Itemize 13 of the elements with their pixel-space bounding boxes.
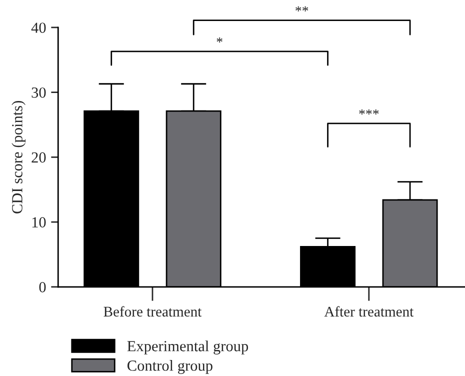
y-tick-label: 40 xyxy=(31,22,46,33)
y-tick-label: 10 xyxy=(32,217,46,228)
text: ** xyxy=(296,6,308,12)
y-tick-label: 30 xyxy=(32,87,46,98)
legend-label: Experimental group xyxy=(127,340,248,354)
y-tick-label: 0 xyxy=(39,282,46,292)
y-axis-title: CDI score (points) xyxy=(12,100,26,214)
x-tick-label: After treatment xyxy=(324,306,414,317)
legend-label: Control group xyxy=(128,360,212,374)
x-tick-label: Before treatment xyxy=(104,306,202,317)
annotation: * xyxy=(216,37,222,43)
y-tick-label: 20 xyxy=(32,152,46,163)
annotation: *** xyxy=(359,109,379,115)
